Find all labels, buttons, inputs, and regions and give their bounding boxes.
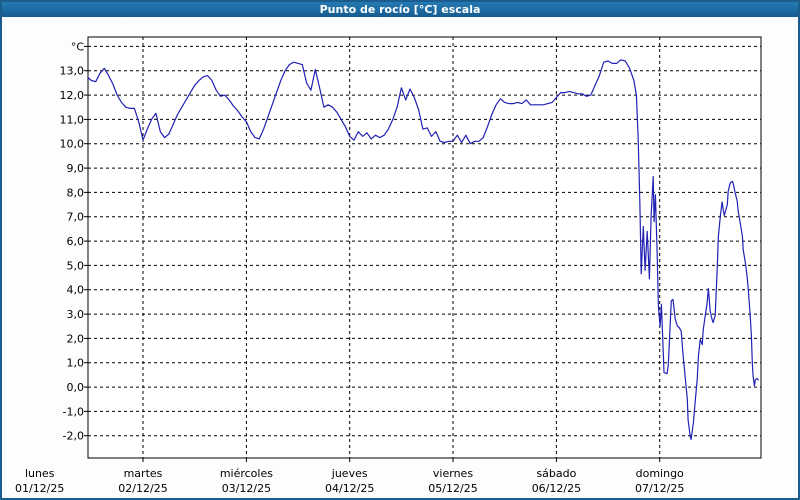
day-date-label: 07/12/25 [635,482,684,495]
y-tick-label: 12,0 [60,89,85,102]
day-name-label: jueves [331,467,368,480]
y-tick-label: 4,0 [67,284,85,297]
y-tick-label: 2,0 [67,332,85,345]
title-bar[interactable]: Punto de rocío [°C] escala [2,2,798,17]
y-tick-label: -2,0 [63,430,84,443]
y-tick-label: 10,0 [60,138,85,151]
day-date-label: 03/12/25 [222,482,271,495]
plot-area [87,36,762,459]
day-name-label: viernes [433,467,473,480]
y-tick-label: 1,0 [67,357,85,370]
day-name-label: sábado [536,467,576,480]
y-tick-label: 11,0 [60,113,85,126]
day-date-label: 02/12/25 [118,482,167,495]
day-name-label: martes [124,467,163,480]
dew-point-series-line [88,59,759,440]
day-date-label: 06/12/25 [532,482,581,495]
y-tick-label: 5,0 [67,259,85,272]
y-tick-label: 3,0 [67,308,85,321]
plot-root: 13,0 12,0 11,0 10,0 9,0 8,0 7,0 6,0 5,0 4,0 3,0 2,0… [15,36,762,495]
day-date-label: 01/12/25 [15,482,64,495]
y-tick-label: 6,0 [67,235,85,248]
window-title: Punto de rocío [°C] escala [319,3,481,16]
day-name-label: lunes [25,467,55,480]
y-tick-label: 7,0 [67,211,85,224]
y-tick-label: 0,0 [67,381,85,394]
y-tick-label: 9,0 [67,162,85,175]
y-tick-label: 13,0 [60,65,85,78]
y-axis-unit-label: °C [71,40,85,53]
day-date-label: 04/12/25 [325,482,374,495]
day-name-label: miércoles [220,467,273,480]
day-name-label: domingo [636,467,684,480]
y-tick-label: -1,0 [63,405,84,418]
y-tick-label: 8,0 [67,186,85,199]
day-date-label: 05/12/25 [428,482,477,495]
